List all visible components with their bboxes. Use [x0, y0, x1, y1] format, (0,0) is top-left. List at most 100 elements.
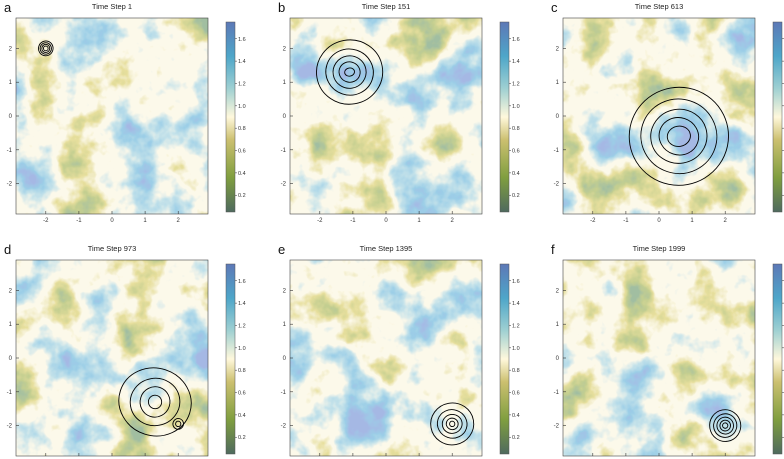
density-contour [39, 42, 52, 55]
x-tick-label: 2 [724, 218, 728, 224]
x-tick-label: 1 [690, 218, 694, 224]
density-contour [129, 377, 181, 427]
y-tick-label: -2 [281, 424, 287, 430]
density-contour [658, 117, 700, 156]
heatmap-field [563, 18, 755, 214]
colorbar-tick-label: 1.6 [512, 37, 520, 43]
panel-title: Time Step 1999 [633, 244, 686, 253]
density-contour [716, 416, 734, 435]
panel-e: Time Step 1395e-2-1012210-1-21.61.41.21.… [278, 242, 520, 457]
colorbar-tick-label: 1.4 [238, 301, 246, 307]
y-tick-label: 1 [556, 322, 560, 328]
density-contour [338, 61, 361, 83]
panel-letter: c [551, 0, 558, 15]
y-tick-label: 2 [283, 288, 287, 294]
density-contour [650, 108, 708, 164]
colorbar-tick-label: 0.4 [238, 413, 246, 419]
x-tick-label: -2 [43, 218, 49, 224]
y-tick-label: -1 [7, 390, 13, 396]
colorbar-tick-label: 1.6 [512, 279, 520, 285]
colorbar-tick-label: 0.8 [238, 368, 246, 374]
colorbar-tick-label: 1.2 [512, 323, 520, 329]
colorbar-tick-label: 0.2 [512, 193, 520, 199]
density-contour [640, 98, 718, 174]
colorbar [499, 263, 510, 455]
y-tick-label: 1 [9, 322, 13, 328]
density-contour [628, 86, 729, 186]
density-contour [139, 386, 171, 418]
colorbar-tick-label: 0.8 [512, 368, 520, 374]
panel-f: Time Step 1999f-2-1012210-1-21.61.41.21.… [551, 242, 784, 457]
density-contour [666, 125, 691, 147]
colorbar-tick-label: 1.0 [238, 346, 246, 352]
y-tick-label: -2 [554, 182, 560, 188]
colorbar-tick-label: 1.4 [512, 59, 520, 65]
y-tick-label: 0 [9, 356, 13, 362]
y-tick-label: 1 [283, 80, 287, 86]
colorbar-tick-label: 0.4 [512, 413, 520, 419]
y-tick-label: 0 [556, 356, 560, 362]
colorbar-tick-label: 1.4 [238, 59, 246, 65]
y-tick-label: -1 [7, 148, 13, 154]
density-contour [172, 418, 184, 430]
x-tick-label: -2 [317, 218, 323, 224]
heatmap-field [290, 260, 482, 456]
colorbar [772, 263, 783, 455]
x-tick-label: 0 [657, 218, 661, 224]
x-tick-label: 2 [177, 218, 181, 224]
panel-letter: b [278, 0, 285, 15]
density-contour [430, 402, 475, 446]
density-contour [709, 409, 742, 442]
colorbar-tick-label: 1.2 [238, 81, 246, 87]
density-contour [147, 394, 163, 410]
panel-b: Time Step 151 b -2 -1 0 1 2 2 1 0 -1 -2 1.6 1.4 1.2 1.0… [278, 0, 520, 224]
heatmap-field [16, 260, 208, 456]
y-tick-label: -2 [7, 182, 13, 188]
colorbar [772, 21, 783, 213]
colorbar-tick-label: 0.6 [238, 391, 246, 397]
colorbar-tick-label: 0.6 [238, 149, 246, 155]
x-tick-label: -1 [623, 218, 629, 224]
y-tick-label: -2 [7, 424, 13, 430]
y-tick-label: 2 [556, 46, 560, 52]
x-tick-label: 1 [143, 218, 147, 224]
density-contour [445, 417, 459, 431]
y-tick-label: -2 [554, 424, 560, 430]
panel-title: Time Step 613 [635, 2, 684, 11]
colorbar-tick-label: 0.2 [512, 435, 520, 441]
density-contour [41, 43, 51, 53]
density-contour [332, 55, 367, 89]
x-tick-label: 0 [110, 218, 114, 224]
colorbar-tick-label: 0.4 [238, 171, 246, 177]
panel-title: Time Step 973 [88, 244, 137, 253]
x-tick-label: 2 [451, 218, 455, 224]
heatmap-field [563, 260, 755, 456]
x-tick-label: -2 [590, 218, 596, 224]
panel-letter: a [4, 0, 12, 15]
density-contour [441, 413, 463, 434]
colorbar-tick-label: 1.0 [512, 104, 520, 110]
density-contour [436, 409, 468, 439]
heatmap-field [290, 18, 482, 214]
y-tick-label: 2 [9, 288, 13, 294]
colorbar-tick-label: 0.4 [512, 171, 520, 177]
y-tick-label: -1 [554, 148, 560, 154]
colorbar-tick-label: 1.4 [512, 301, 520, 307]
colorbar-tick-label: 1.6 [238, 37, 246, 43]
density-contour [722, 422, 729, 429]
y-tick-label: 2 [283, 46, 287, 52]
x-tick-label: 0 [384, 218, 388, 224]
x-tick-label: -1 [350, 218, 356, 224]
colorbar [225, 263, 236, 455]
y-tick-label: -1 [554, 390, 560, 396]
y-tick-label: 2 [9, 46, 13, 52]
y-tick-label: 0 [283, 356, 287, 362]
density-contour [344, 67, 355, 77]
panel-letter: f [551, 242, 555, 257]
y-tick-label: -1 [281, 148, 287, 154]
colorbar-tick-label: 1.0 [512, 346, 520, 352]
panel-letter: e [278, 242, 285, 257]
colorbar [225, 21, 236, 213]
x-tick-label: -1 [76, 218, 82, 224]
